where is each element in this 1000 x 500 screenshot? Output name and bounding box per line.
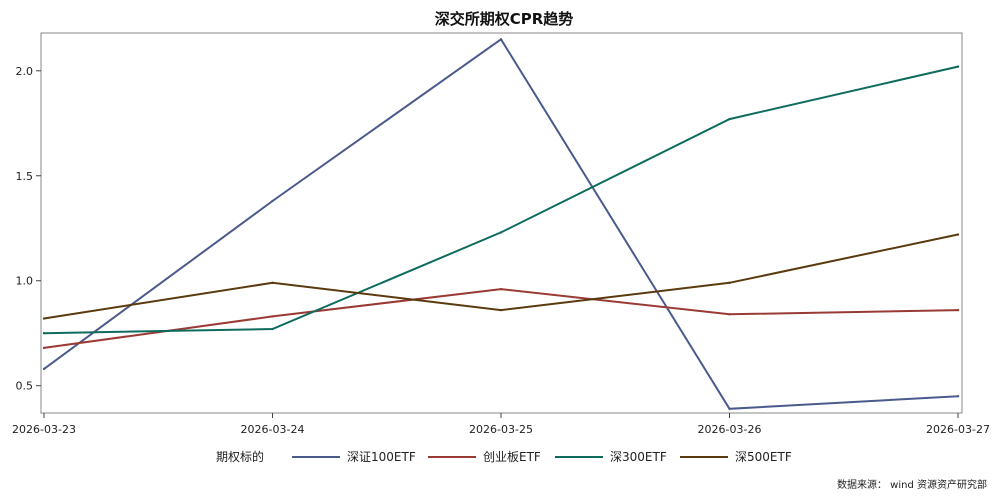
y-tick-label: 0.5 [16,380,34,393]
data-point [728,407,731,411]
data-point [499,231,503,234]
series-line-3 [43,65,959,335]
x-axis: 2026-03-23 2026-03-24 2026-03-25 2026-03-26… [12,413,990,436]
plot-area-frame [40,32,963,414]
x-tick-label: 2026-03-27 [926,423,990,436]
data-point [271,281,274,285]
y-tick-label: 2.0 [16,65,34,78]
data-point [728,117,731,121]
data-point [728,281,731,285]
x-tick-label: 2026-03-25 [469,423,533,436]
data-point [499,287,503,291]
series-line-4 [43,233,959,320]
chart-title: 深交所期权CPR趋势 [435,10,574,28]
data-point [271,315,274,318]
x-tick-label: 2026-03-23 [12,423,76,436]
legend-title: 期权标的 [216,449,264,464]
x-tick-label: 2026-03-26 [698,423,762,436]
data-point [42,317,46,320]
legend-label: 深300ETF [610,450,667,464]
data-point [271,327,274,331]
data-point [499,308,503,312]
y-tick-label: 1.0 [16,275,34,288]
data-point [956,233,960,236]
data-point [42,367,46,371]
data-point [728,313,731,316]
data-point [956,65,960,68]
data-point [42,346,46,350]
data-point [956,395,960,398]
data-point [271,199,274,203]
source-note: 数据来源： wind 资源资产研究部 [837,478,987,491]
legend-label: 深证100ETF [347,450,416,464]
x-tick-label: 2026-03-24 [241,423,305,436]
legend: 期权标的 深证100ETF 创业板ETF 深300ETF 深500ETF [216,449,792,464]
series-line-1 [43,37,959,410]
y-axis: 0.5 1.0 1.5 2.0 [16,65,41,393]
data-point [956,308,960,312]
legend-label: 深500ETF [735,450,792,464]
series-layer [42,37,960,411]
y-tick-label: 1.5 [16,170,34,183]
data-point [499,38,503,41]
legend-label: 创业板ETF [483,450,541,464]
data-point [42,332,46,335]
